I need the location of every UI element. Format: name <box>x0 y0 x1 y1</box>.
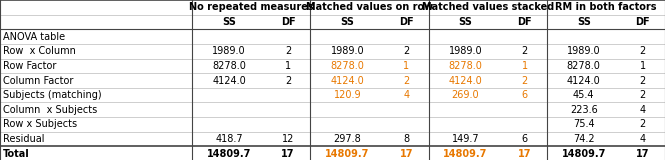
Text: 14809.7: 14809.7 <box>325 149 370 159</box>
Text: 45.4: 45.4 <box>573 90 595 100</box>
Text: 2: 2 <box>403 46 410 56</box>
Text: 2: 2 <box>640 76 646 85</box>
Text: RM in both factors: RM in both factors <box>555 2 656 12</box>
Text: 2: 2 <box>403 76 410 85</box>
Text: Residual: Residual <box>3 134 44 144</box>
Text: 4124.0: 4124.0 <box>449 76 482 85</box>
Text: 223.6: 223.6 <box>570 105 598 115</box>
Text: 1989.0: 1989.0 <box>449 46 482 56</box>
Text: 2: 2 <box>640 90 646 100</box>
Text: Column Factor: Column Factor <box>3 76 73 85</box>
Text: Row Factor: Row Factor <box>3 61 56 71</box>
Text: 8278.0: 8278.0 <box>449 61 482 71</box>
Text: DF: DF <box>399 17 414 27</box>
Text: 6: 6 <box>521 90 527 100</box>
Text: 14809.7: 14809.7 <box>207 149 251 159</box>
Text: 1989.0: 1989.0 <box>331 46 364 56</box>
Text: Row x Subjects: Row x Subjects <box>3 119 76 129</box>
Text: 1989.0: 1989.0 <box>212 46 246 56</box>
Text: 17: 17 <box>636 149 650 159</box>
Text: 4: 4 <box>640 105 646 115</box>
Text: Subjects (matching): Subjects (matching) <box>3 90 101 100</box>
Text: 297.8: 297.8 <box>333 134 361 144</box>
Text: DF: DF <box>636 17 650 27</box>
Text: 14809.7: 14809.7 <box>561 149 606 159</box>
Text: SS: SS <box>459 17 472 27</box>
Text: No repeated measures: No repeated measures <box>189 2 313 12</box>
Text: 4: 4 <box>640 134 646 144</box>
Text: 8: 8 <box>404 134 410 144</box>
Text: 4124.0: 4124.0 <box>567 76 600 85</box>
Text: 4124.0: 4124.0 <box>331 76 364 85</box>
Text: Row  x Column: Row x Column <box>3 46 76 56</box>
Text: 4124.0: 4124.0 <box>212 76 246 85</box>
Text: 149.7: 149.7 <box>452 134 479 144</box>
Text: 120.9: 120.9 <box>333 90 361 100</box>
Text: ANOVA table: ANOVA table <box>3 32 65 42</box>
Text: 17: 17 <box>400 149 413 159</box>
Text: 418.7: 418.7 <box>215 134 243 144</box>
Text: Column  x Subjects: Column x Subjects <box>3 105 97 115</box>
Text: 2: 2 <box>640 119 646 129</box>
Text: 1: 1 <box>285 61 291 71</box>
Text: 269.0: 269.0 <box>452 90 479 100</box>
Text: SS: SS <box>340 17 354 27</box>
Text: SS: SS <box>222 17 236 27</box>
Text: 2: 2 <box>521 76 528 85</box>
Text: 2: 2 <box>640 46 646 56</box>
Text: Matched values stacked: Matched values stacked <box>422 2 554 12</box>
Text: 1: 1 <box>640 61 646 71</box>
Text: 1: 1 <box>404 61 410 71</box>
Text: 2: 2 <box>521 46 528 56</box>
Text: 2: 2 <box>285 76 291 85</box>
Text: 2: 2 <box>285 46 291 56</box>
Text: Matched values on row: Matched values on row <box>306 2 433 12</box>
Text: 12: 12 <box>282 134 295 144</box>
Text: 17: 17 <box>281 149 295 159</box>
Text: 8278.0: 8278.0 <box>212 61 246 71</box>
Text: 75.4: 75.4 <box>573 119 595 129</box>
Text: 1: 1 <box>521 61 527 71</box>
Text: 6: 6 <box>521 134 527 144</box>
Text: DF: DF <box>281 17 295 27</box>
Text: 4: 4 <box>404 90 410 100</box>
Text: SS: SS <box>577 17 591 27</box>
Text: Total: Total <box>3 149 29 159</box>
Text: 14809.7: 14809.7 <box>444 149 487 159</box>
Text: 74.2: 74.2 <box>573 134 595 144</box>
Text: 8278.0: 8278.0 <box>567 61 600 71</box>
Text: 17: 17 <box>518 149 531 159</box>
Text: DF: DF <box>517 17 532 27</box>
Text: 1989.0: 1989.0 <box>567 46 600 56</box>
Text: 8278.0: 8278.0 <box>331 61 364 71</box>
